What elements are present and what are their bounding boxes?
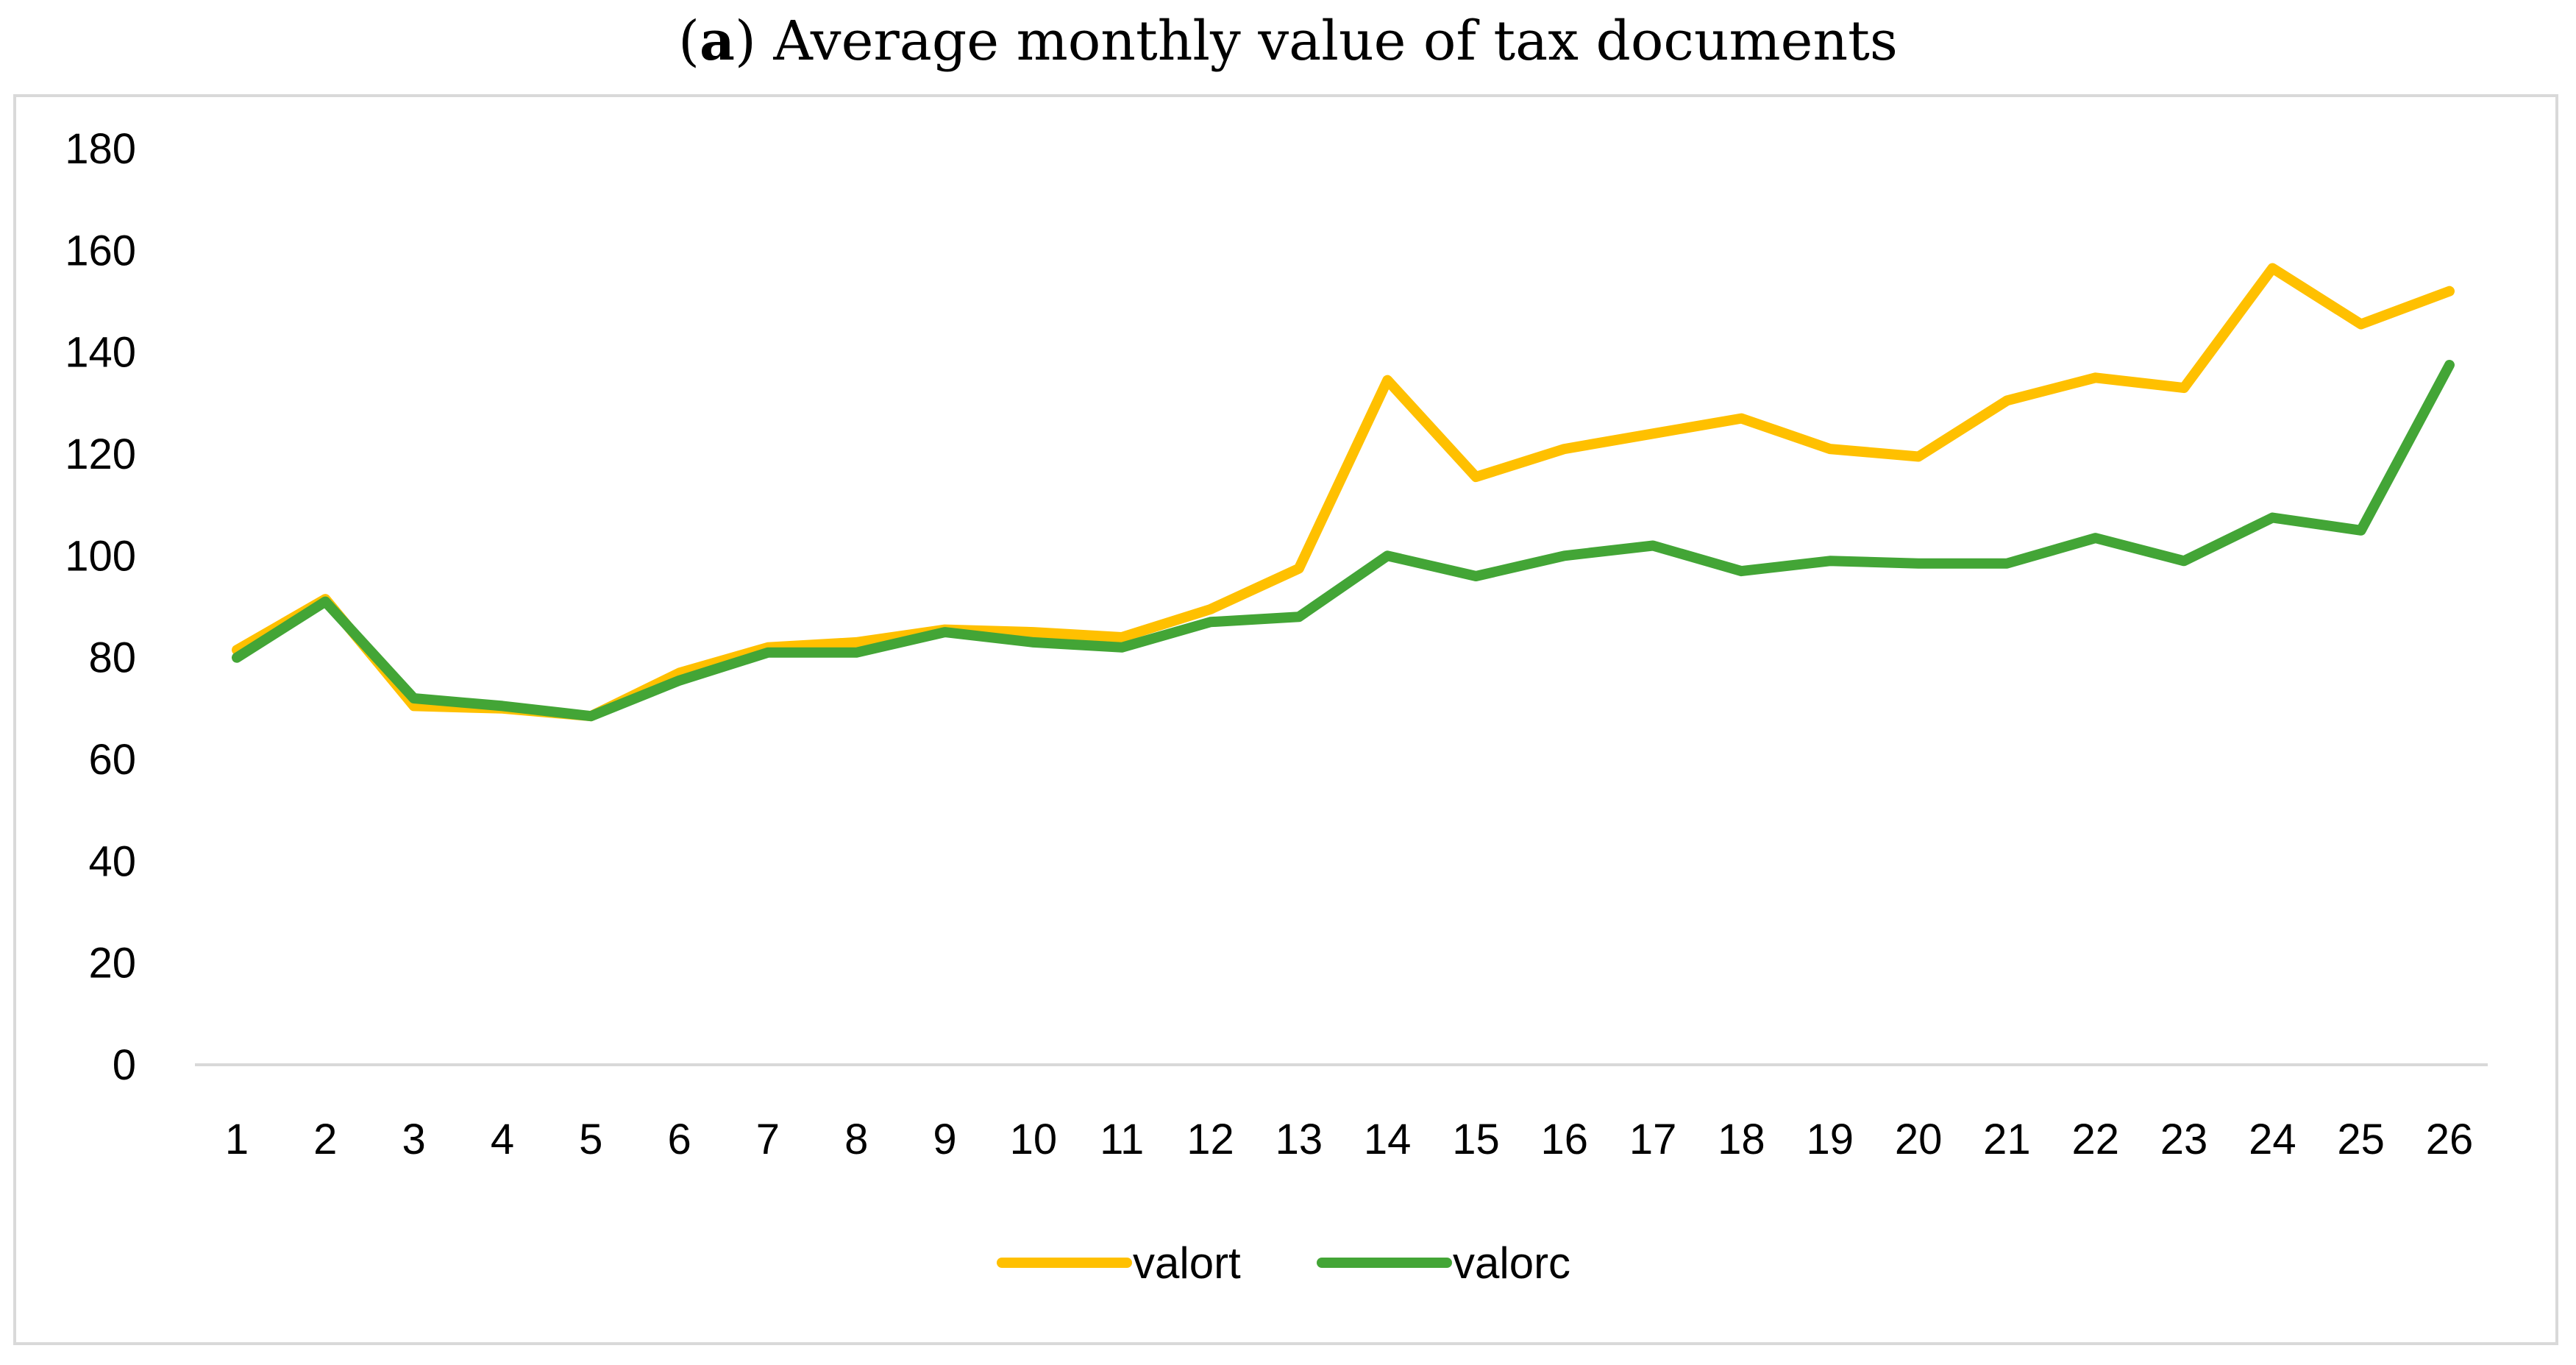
- data-point-valorc: [2183, 560, 2185, 561]
- data-point-valorc: [1652, 545, 1654, 547]
- series-line-valort: [232, 263, 2455, 722]
- data-point-valorc: [2006, 563, 2007, 564]
- data-point-valorc: [2449, 364, 2450, 366]
- x-tick-label: 9: [933, 1116, 956, 1163]
- data-point-valort: [1918, 455, 1919, 457]
- data-point-valort: [1829, 448, 1831, 450]
- x-tick-label: 10: [1010, 1116, 1058, 1163]
- x-tick-label: 19: [1807, 1116, 1854, 1163]
- x-tick-label: 15: [1452, 1116, 1500, 1163]
- data-point-valorc: [324, 601, 326, 603]
- x-tick-label: 11: [1100, 1116, 1144, 1163]
- x-tick-label: 6: [667, 1116, 691, 1163]
- data-point-valorc: [1298, 616, 1300, 617]
- data-point-valorc: [1387, 555, 1388, 556]
- data-point-valorc: [679, 680, 680, 681]
- legend-label-valort: valort: [1133, 1238, 1241, 1288]
- y-tick-label: 140: [65, 329, 136, 377]
- data-point-valort: [1475, 476, 1476, 478]
- data-point-valort: [2449, 291, 2450, 292]
- data-point-valorc: [944, 631, 946, 633]
- chart-area-border: [13, 94, 2558, 1345]
- legend-label-valorc: valorc: [1453, 1238, 1570, 1288]
- data-point-valorc: [2271, 517, 2273, 518]
- title-text: ) Average monthly value of tax documents: [734, 10, 1898, 73]
- x-tick-label: 23: [2160, 1116, 2208, 1163]
- y-axis: 0 20 40 60 80 100 120 140 160 180: [65, 125, 136, 1089]
- data-point-valort: [1740, 418, 1742, 419]
- data-point-valort: [2271, 268, 2273, 269]
- data-point-valort: [679, 672, 680, 673]
- x-tick-label: 1: [225, 1116, 249, 1163]
- x-axis: 1 2 3 4 5 6 7 8 9 10 11 12 13 14 15 16 17 18 19 20 21 22 23 24 2…: [225, 1116, 2473, 1163]
- data-point-valorc: [2360, 530, 2362, 531]
- data-point-valorc: [413, 698, 415, 699]
- data-point-valort: [1387, 380, 1388, 381]
- data-point-valorc: [590, 715, 591, 717]
- data-point-valort: [2095, 377, 2096, 378]
- data-point-valort: [1564, 448, 1565, 450]
- series-lines: [232, 263, 2455, 722]
- data-point-valorc: [855, 652, 857, 653]
- data-point-valorc: [1918, 563, 1919, 564]
- data-point-valort: [1210, 609, 1211, 610]
- data-point-valorc: [236, 657, 238, 659]
- data-point-valort: [2360, 324, 2362, 325]
- x-tick-label: 24: [2249, 1116, 2296, 1163]
- data-point-valort: [413, 705, 415, 706]
- y-tick-label: 60: [88, 736, 136, 784]
- x-tick-label: 22: [2071, 1116, 2119, 1163]
- x-tick-label: 7: [756, 1116, 780, 1163]
- series-line-valorc: [232, 360, 2455, 722]
- data-point-valorc: [2095, 537, 2096, 539]
- y-tick-label: 20: [88, 940, 136, 988]
- data-point-valort: [2006, 400, 2007, 401]
- title-panel-letter: a: [700, 10, 735, 73]
- data-point-valort: [1652, 433, 1654, 434]
- x-tick-label: 16: [1541, 1116, 1589, 1163]
- x-tick-label: 14: [1364, 1116, 1412, 1163]
- x-tick-label: 17: [1629, 1116, 1677, 1163]
- x-tick-label: 18: [1718, 1116, 1765, 1163]
- y-tick-label: 100: [65, 532, 136, 580]
- y-tick-label: 80: [88, 634, 136, 682]
- data-point-valorc: [1829, 560, 1831, 561]
- chart-title: (a) Average monthly value of tax documen…: [0, 4, 2576, 78]
- data-point-valorc: [1740, 570, 1742, 572]
- x-tick-label: 26: [2426, 1116, 2474, 1163]
- data-point-valorc: [1033, 642, 1034, 643]
- x-tick-label: 5: [579, 1116, 602, 1163]
- data-point-valort: [1298, 568, 1300, 570]
- x-tick-label: 3: [402, 1116, 426, 1163]
- x-tick-label: 2: [313, 1116, 337, 1163]
- data-point-valort: [236, 649, 238, 650]
- data-point-valort: [2183, 387, 2185, 389]
- data-point-valorc: [1210, 621, 1211, 623]
- x-tick-label: 21: [1983, 1116, 2031, 1163]
- data-point-valorc: [1475, 575, 1476, 577]
- y-tick-label: 160: [65, 227, 136, 274]
- data-point-valort: [1033, 631, 1034, 633]
- y-tick-label: 0: [113, 1041, 136, 1089]
- x-tick-label: 20: [1895, 1116, 1943, 1163]
- data-point-valort: [855, 642, 857, 643]
- legend: valort valorc: [997, 1238, 1570, 1288]
- data-point-valort: [1121, 637, 1122, 638]
- x-tick-label: 8: [844, 1116, 868, 1163]
- data-point-valorc: [1564, 555, 1565, 556]
- y-tick-label: 180: [65, 125, 136, 173]
- x-tick-label: 25: [2337, 1116, 2385, 1163]
- data-point-valorc: [767, 652, 769, 653]
- x-tick-label: 13: [1275, 1116, 1323, 1163]
- data-point-valorc: [1121, 647, 1122, 648]
- x-tick-label: 12: [1186, 1116, 1234, 1163]
- x-tick-label: 4: [491, 1116, 514, 1163]
- title-open-paren: (: [678, 10, 700, 73]
- data-point-valorc: [502, 705, 503, 706]
- y-tick-label: 40: [88, 837, 136, 885]
- y-tick-label: 120: [65, 430, 136, 478]
